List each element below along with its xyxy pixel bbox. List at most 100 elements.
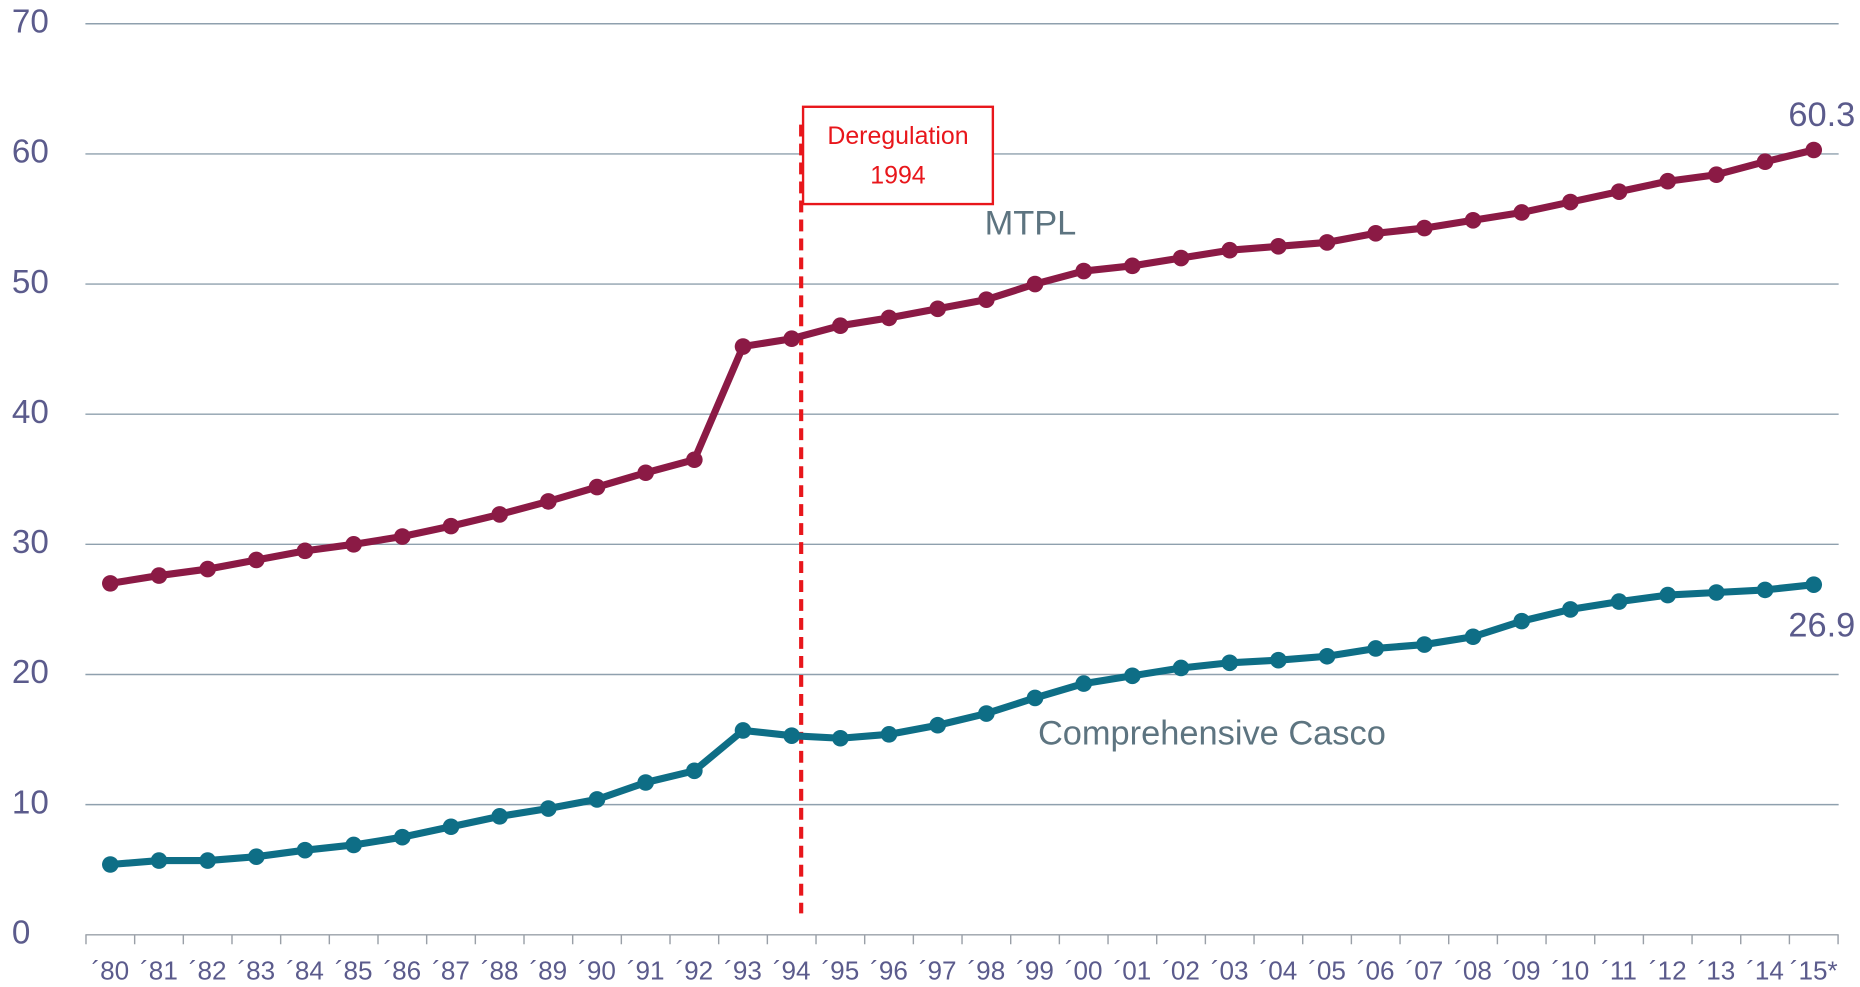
data-point [296, 542, 314, 560]
data-point [248, 551, 265, 569]
data-point [296, 841, 314, 859]
data-point [637, 464, 654, 482]
x-tick-label: ´89 [529, 956, 567, 986]
x-tick-label: ´86 [383, 956, 421, 986]
data-point [1075, 675, 1093, 692]
data-point [199, 852, 216, 869]
series-label: MTPL [985, 205, 1077, 243]
data-point [588, 478, 606, 496]
x-tick-label: ´93 [724, 956, 762, 986]
y-tick-label: 70 [12, 4, 49, 41]
data-point [686, 451, 703, 469]
x-tick-label: ´88 [481, 956, 519, 986]
y-tick-label: 60 [12, 134, 49, 171]
data-point [1805, 576, 1823, 593]
data-point [1513, 204, 1531, 221]
x-tick-label: ´81 [140, 956, 178, 986]
data-point [491, 506, 508, 523]
data-point [1756, 153, 1774, 171]
data-point [1318, 647, 1336, 665]
data-point [345, 836, 362, 854]
data-point [540, 493, 557, 510]
data-point [540, 800, 557, 817]
data-point [929, 716, 946, 734]
x-tick-label: ´05 [1308, 956, 1346, 986]
x-tick-label: ´06 [1357, 956, 1395, 986]
x-tick-label: ´95 [822, 956, 860, 986]
x-tick-label: ´90 [578, 956, 616, 986]
x-tick-label: ´96 [870, 956, 908, 986]
data-point [1270, 651, 1287, 669]
series-label: Comprehensive Casco [1038, 715, 1386, 753]
data-point [1464, 628, 1482, 646]
data-point [783, 727, 800, 744]
series-line [109, 146, 1815, 587]
x-tick-label: ´12 [1649, 956, 1687, 986]
data-point [1026, 275, 1044, 293]
y-tick-label: 40 [12, 394, 49, 431]
annotation-box [801, 105, 995, 206]
x-tick-label: ´87 [432, 956, 470, 986]
data-point [1318, 234, 1336, 251]
data-point [978, 291, 995, 308]
data-point [1756, 581, 1774, 599]
data-point [686, 762, 703, 780]
y-tick-label: 0 [12, 915, 30, 952]
data-point [734, 338, 752, 355]
data-point [1416, 219, 1433, 237]
data-point [491, 808, 508, 825]
data-point [734, 722, 752, 739]
x-tick-label: ´85 [335, 956, 373, 986]
y-tick-label: 50 [12, 264, 49, 301]
x-tick-label: ´04 [1260, 956, 1298, 986]
x-tick-label: ´92 [675, 956, 713, 986]
data-point [1708, 584, 1725, 601]
data-point [102, 856, 119, 873]
data-point [588, 791, 606, 808]
annotation-text: Deregulation [827, 122, 968, 150]
data-point [1805, 141, 1823, 159]
x-tick-label: ´01 [1114, 956, 1152, 986]
data-point [929, 300, 946, 318]
data-point [1221, 654, 1239, 672]
x-tick-label: ´10 [1552, 956, 1590, 986]
data-point [1172, 659, 1190, 677]
series-line [110, 581, 1815, 869]
x-tick-label: ´99 [1016, 956, 1054, 986]
value-label: 60.3 [1788, 96, 1855, 134]
x-tick-label: ´80 [91, 956, 129, 986]
data-point [199, 560, 216, 578]
data-point [1124, 257, 1141, 275]
data-point [1124, 667, 1141, 685]
data-point [102, 575, 119, 592]
data-point [394, 528, 411, 545]
x-tick-label: ´00 [1065, 956, 1103, 986]
x-tick-label: ´83 [237, 956, 275, 986]
x-tick-label: ´94 [773, 956, 811, 986]
data-point [1221, 241, 1239, 259]
data-point [442, 517, 460, 535]
data-point [978, 705, 995, 722]
x-tick-label: ´02 [1162, 956, 1200, 986]
data-point [150, 852, 168, 869]
x-tick-label: ´14 [1746, 956, 1784, 986]
value-label: 26.9 [1788, 606, 1855, 644]
data-point [394, 828, 411, 846]
data-point [1659, 172, 1677, 190]
data-point [832, 317, 849, 334]
x-tick-label: ´82 [189, 956, 227, 986]
data-point [1562, 601, 1579, 618]
data-point [248, 848, 265, 865]
x-tick-label: ´11 [1601, 956, 1637, 986]
data-point [1464, 211, 1482, 229]
x-tick-label: ´09 [1503, 956, 1541, 986]
x-tick-label: ´03 [1211, 956, 1249, 986]
annotation-text: 1994 [870, 161, 926, 189]
x-tick-label: ´91 [627, 956, 665, 986]
data-point [1659, 586, 1677, 604]
data-point [1172, 249, 1190, 267]
x-tick-label: ´13 [1698, 956, 1736, 986]
y-tick-label: 30 [12, 524, 49, 561]
data-point [1416, 636, 1433, 653]
